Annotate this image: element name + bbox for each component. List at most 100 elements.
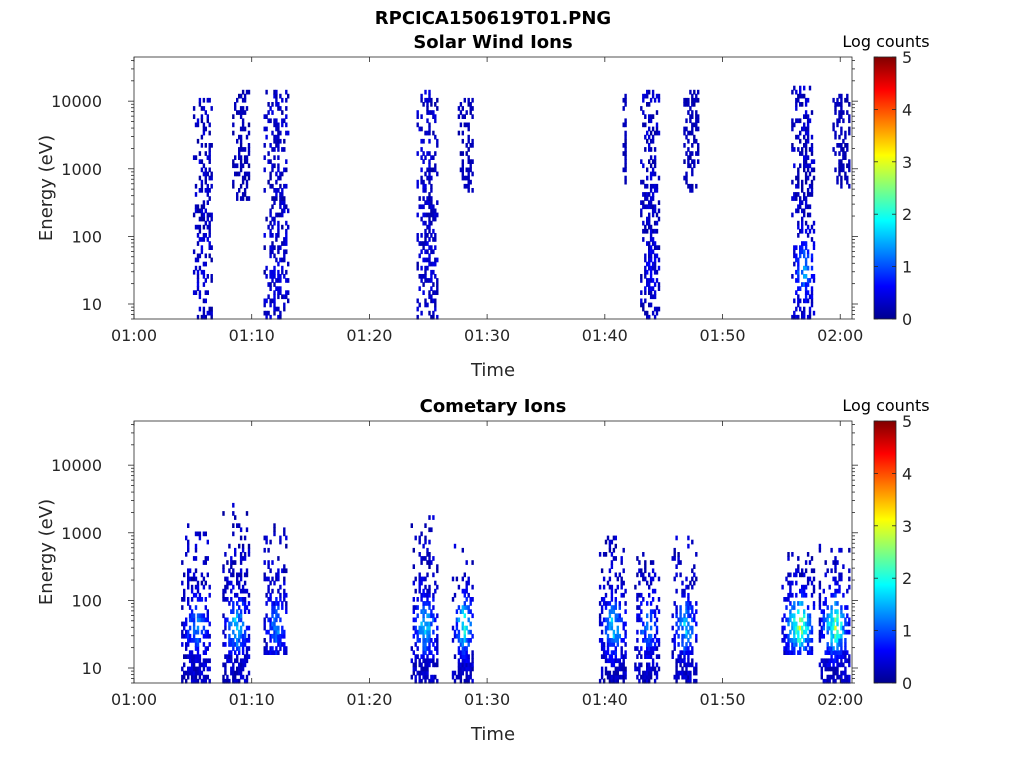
cell bbox=[457, 106, 461, 111]
cell bbox=[271, 613, 274, 619]
cell bbox=[687, 155, 690, 160]
cell bbox=[624, 179, 627, 185]
cell bbox=[208, 155, 211, 160]
cell bbox=[799, 625, 802, 631]
cell bbox=[277, 556, 280, 561]
cell bbox=[838, 118, 841, 124]
cell bbox=[799, 204, 802, 210]
cell bbox=[239, 535, 243, 541]
burst bbox=[818, 543, 851, 684]
cell bbox=[614, 654, 617, 659]
cell bbox=[677, 556, 680, 561]
cell bbox=[238, 151, 241, 156]
cell bbox=[196, 584, 200, 590]
cell bbox=[789, 638, 792, 643]
cell bbox=[241, 646, 245, 651]
cell bbox=[428, 151, 431, 156]
cell bbox=[793, 249, 796, 255]
cell bbox=[648, 592, 651, 598]
cell bbox=[608, 539, 612, 545]
cell bbox=[241, 597, 245, 602]
cell bbox=[804, 159, 808, 164]
cell bbox=[463, 678, 466, 684]
cell bbox=[622, 625, 625, 631]
cell bbox=[646, 228, 649, 234]
cell bbox=[202, 163, 206, 169]
cell bbox=[436, 633, 439, 639]
cell bbox=[838, 93, 841, 99]
cell bbox=[236, 97, 239, 103]
cell bbox=[273, 531, 276, 537]
cell bbox=[693, 159, 696, 164]
cell bbox=[420, 241, 423, 246]
cell bbox=[808, 314, 812, 320]
cell bbox=[196, 617, 200, 623]
cell bbox=[808, 278, 812, 283]
cell bbox=[687, 674, 690, 680]
cell bbox=[840, 130, 843, 136]
cell bbox=[416, 654, 419, 659]
y-tick-label: 100 bbox=[71, 227, 102, 246]
cell bbox=[245, 572, 249, 578]
cell bbox=[803, 85, 806, 91]
cell bbox=[241, 179, 245, 185]
cell bbox=[198, 613, 202, 619]
cell bbox=[243, 147, 247, 152]
cell bbox=[208, 233, 211, 238]
cell bbox=[287, 261, 290, 267]
cell bbox=[418, 584, 421, 590]
cell bbox=[236, 625, 239, 631]
cell bbox=[185, 633, 188, 639]
cell bbox=[818, 605, 822, 610]
cell bbox=[204, 314, 207, 320]
cell bbox=[826, 666, 829, 672]
cell bbox=[799, 85, 802, 91]
cell bbox=[428, 605, 431, 610]
cell bbox=[828, 613, 831, 619]
cell bbox=[622, 670, 625, 676]
cell bbox=[192, 629, 196, 635]
cell bbox=[840, 167, 843, 173]
cell bbox=[273, 601, 276, 606]
cell bbox=[844, 134, 847, 140]
cell bbox=[781, 584, 784, 590]
cell bbox=[693, 97, 696, 103]
cell bbox=[436, 290, 439, 295]
cell bbox=[234, 633, 237, 639]
cell bbox=[797, 192, 800, 197]
cell bbox=[265, 646, 268, 651]
cell bbox=[190, 666, 194, 672]
cell bbox=[801, 592, 804, 598]
cell bbox=[273, 163, 276, 169]
cell bbox=[453, 592, 457, 598]
cell bbox=[196, 314, 200, 320]
cell bbox=[820, 625, 823, 631]
cell bbox=[789, 580, 792, 586]
cell bbox=[202, 126, 206, 132]
cell bbox=[653, 245, 657, 250]
cell bbox=[187, 547, 190, 553]
cell bbox=[797, 269, 800, 275]
cell bbox=[467, 576, 470, 582]
cell bbox=[826, 678, 829, 684]
cell bbox=[275, 233, 278, 238]
x-tick-label: 02:00 bbox=[817, 690, 863, 709]
cell bbox=[239, 633, 243, 639]
cell bbox=[275, 576, 278, 582]
cell bbox=[412, 662, 415, 668]
cell bbox=[657, 265, 661, 271]
cell bbox=[424, 188, 427, 193]
cell bbox=[183, 621, 186, 627]
cell bbox=[834, 560, 837, 565]
cell bbox=[187, 539, 190, 545]
cell bbox=[834, 601, 837, 606]
cell bbox=[803, 646, 806, 651]
cell bbox=[697, 126, 700, 132]
cell bbox=[283, 306, 286, 312]
cell bbox=[224, 597, 227, 602]
cell bbox=[459, 122, 463, 128]
cell bbox=[271, 625, 274, 631]
cell bbox=[267, 151, 270, 156]
cell bbox=[797, 298, 800, 304]
cell bbox=[687, 147, 690, 152]
